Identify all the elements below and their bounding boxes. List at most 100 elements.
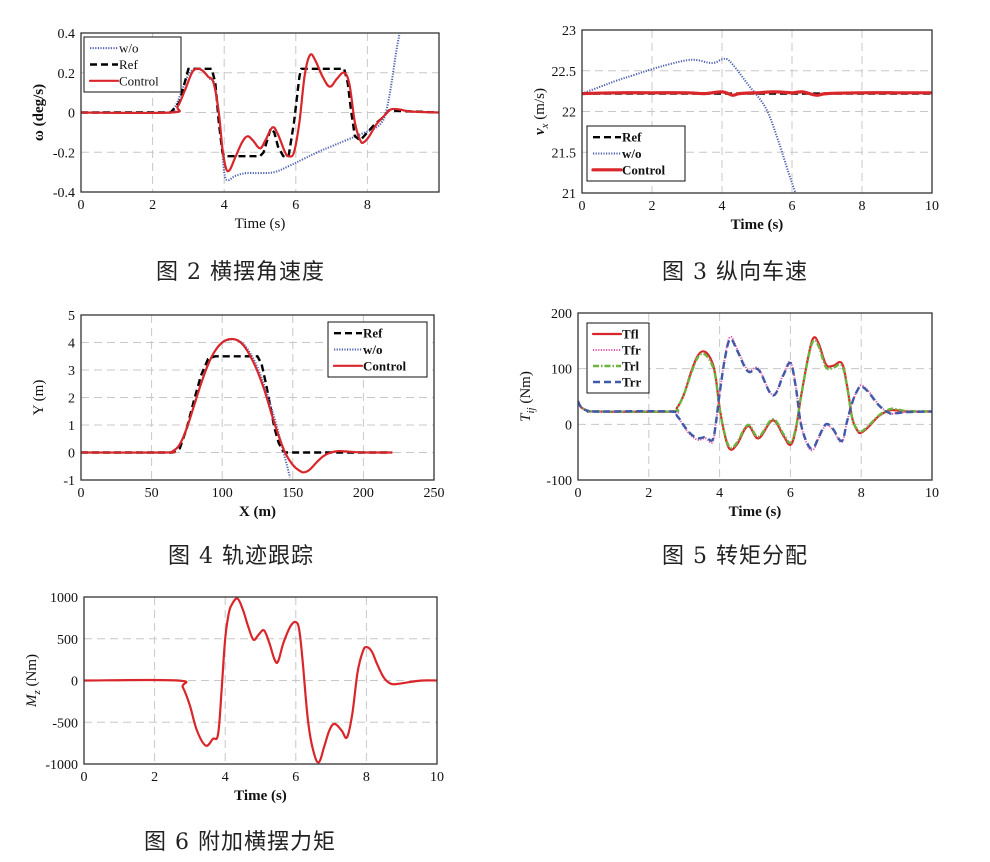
x-tick-label: 0 (81, 770, 88, 785)
y-tick-label: 1 (68, 419, 75, 434)
series-group (81, 33, 439, 182)
x-tick-label: 50 (145, 486, 159, 501)
y-tick-label: -1000 (45, 758, 78, 773)
legend-label: Tfl (622, 327, 639, 342)
series-w-o (582, 57, 797, 193)
legend-label: Tfr (622, 343, 641, 358)
y-tick-label: 0 (68, 447, 75, 462)
caption-fig4: 图 4 轨迹跟踪 (168, 544, 314, 569)
x-tick-label: 10 (925, 199, 939, 214)
x-tick-label: 2 (649, 199, 656, 214)
x-tick-label: 2 (151, 770, 158, 785)
y-tick-label: 5 (68, 309, 75, 324)
x-axis-label: Time (s) (731, 217, 784, 233)
x-tick-label: 10 (925, 486, 939, 501)
legend-label: Trr (622, 375, 641, 390)
x-axis-label: Time (s) (234, 788, 287, 804)
y-axis-label: ω (deg/s) (31, 84, 47, 141)
caption-fig3: 图 3 纵向车速 (662, 260, 808, 285)
y-tick-label: 500 (57, 633, 78, 648)
y-tick-label: -0.4 (53, 186, 75, 201)
x-axis-label: X (m) (239, 504, 276, 520)
x-tick-label: 8 (858, 486, 865, 501)
chart-longitudinal-speed: 0 2 4 6 8 10 21 21.5 22 22.5 23 Time (s) vx (m/s) Ref… (532, 24, 939, 233)
axes-frame (80, 314, 435, 481)
x-tick-label: 150 (282, 486, 303, 501)
x-tick-label: 250 (424, 486, 445, 501)
y-tick-label: 200 (551, 307, 572, 322)
y-tick-label: 23 (562, 24, 576, 39)
x-tick-label: 0 (78, 486, 85, 501)
tick-labels: 0 2 4 6 8 10 21 21.5 22 22.5 23 (552, 24, 940, 214)
legend-label: Ref (363, 326, 383, 341)
x-tick-label: 100 (212, 486, 233, 501)
legend-label: w/o (622, 146, 642, 161)
legend-label: Ref (119, 57, 138, 72)
legend-label: Ref (622, 130, 642, 145)
y-axis-label: Y (m) (31, 380, 47, 416)
x-tick-label: 6 (292, 198, 299, 213)
y-tick-label: 2 (68, 392, 75, 407)
series-trl (578, 338, 932, 450)
y-axis-label: vx (m/s) (532, 88, 551, 135)
y-tick-label: -0.2 (53, 146, 75, 161)
legend-label: Control (119, 73, 159, 88)
caption-fig2: 图 2 横摆角速度 (156, 260, 325, 285)
y-tick-label: 4 (68, 337, 75, 352)
legend-label: w/o (363, 342, 383, 357)
tick-labels: 0 2 4 6 8 -0.4 -0.2 0 0.2 0.4 (53, 27, 371, 213)
series-group (582, 57, 932, 193)
series-trr (578, 337, 932, 450)
y-tick-label: -500 (52, 716, 78, 731)
x-tick-label: 4 (222, 770, 229, 785)
y-tick-label: 3 (68, 364, 75, 379)
x-tick-label: 0 (579, 199, 586, 214)
y-tick-label: 21 (562, 187, 576, 202)
caption-fig5: 图 5 转矩分配 (662, 544, 808, 569)
x-tick-label: 6 (789, 199, 796, 214)
y-tick-label: -100 (546, 474, 572, 489)
x-tick-label: 10 (430, 770, 444, 785)
series-control (81, 337, 393, 474)
y-tick-label: 0 (68, 107, 75, 122)
x-tick-label: 8 (859, 199, 866, 214)
y-axis-label: Mz (Nm) (24, 654, 43, 708)
series-ref (81, 67, 439, 158)
axes-frame (80, 32, 440, 193)
x-tick-label: 4 (719, 199, 726, 214)
chart-additional-yaw-moment: 0 2 4 6 8 10 -1000 -500 0 500 1000 Time (s) Mz (Nm) (24, 591, 444, 804)
axes-frame (581, 29, 933, 194)
x-tick-label: 6 (292, 770, 299, 785)
series-control (582, 90, 932, 97)
series-group (81, 337, 393, 478)
axes-frame (577, 312, 933, 481)
y-tick-label: -1 (63, 474, 75, 489)
legend-label: w/o (119, 41, 139, 56)
axes-frame (83, 596, 438, 765)
series-m-z (84, 597, 437, 764)
y-tick-label: 22.5 (552, 65, 577, 80)
x-tick-label: 2 (645, 486, 652, 501)
y-tick-label: 0.4 (58, 27, 76, 42)
x-tick-label: 2 (149, 198, 156, 213)
x-tick-label: 8 (363, 770, 370, 785)
series-group (578, 335, 932, 452)
y-tick-label: 21.5 (552, 146, 577, 161)
x-axis-label: Time (s) (235, 216, 286, 232)
y-axis-label: Tij (Nm) (518, 371, 537, 422)
caption-fig6: 图 6 附加横摆力矩 (144, 830, 336, 855)
y-tick-label: 100 (551, 363, 572, 378)
legend-label: Control (363, 358, 406, 373)
y-tick-label: 0.2 (58, 67, 76, 82)
x-tick-label: 4 (221, 198, 228, 213)
x-tick-label: 0 (575, 486, 582, 501)
